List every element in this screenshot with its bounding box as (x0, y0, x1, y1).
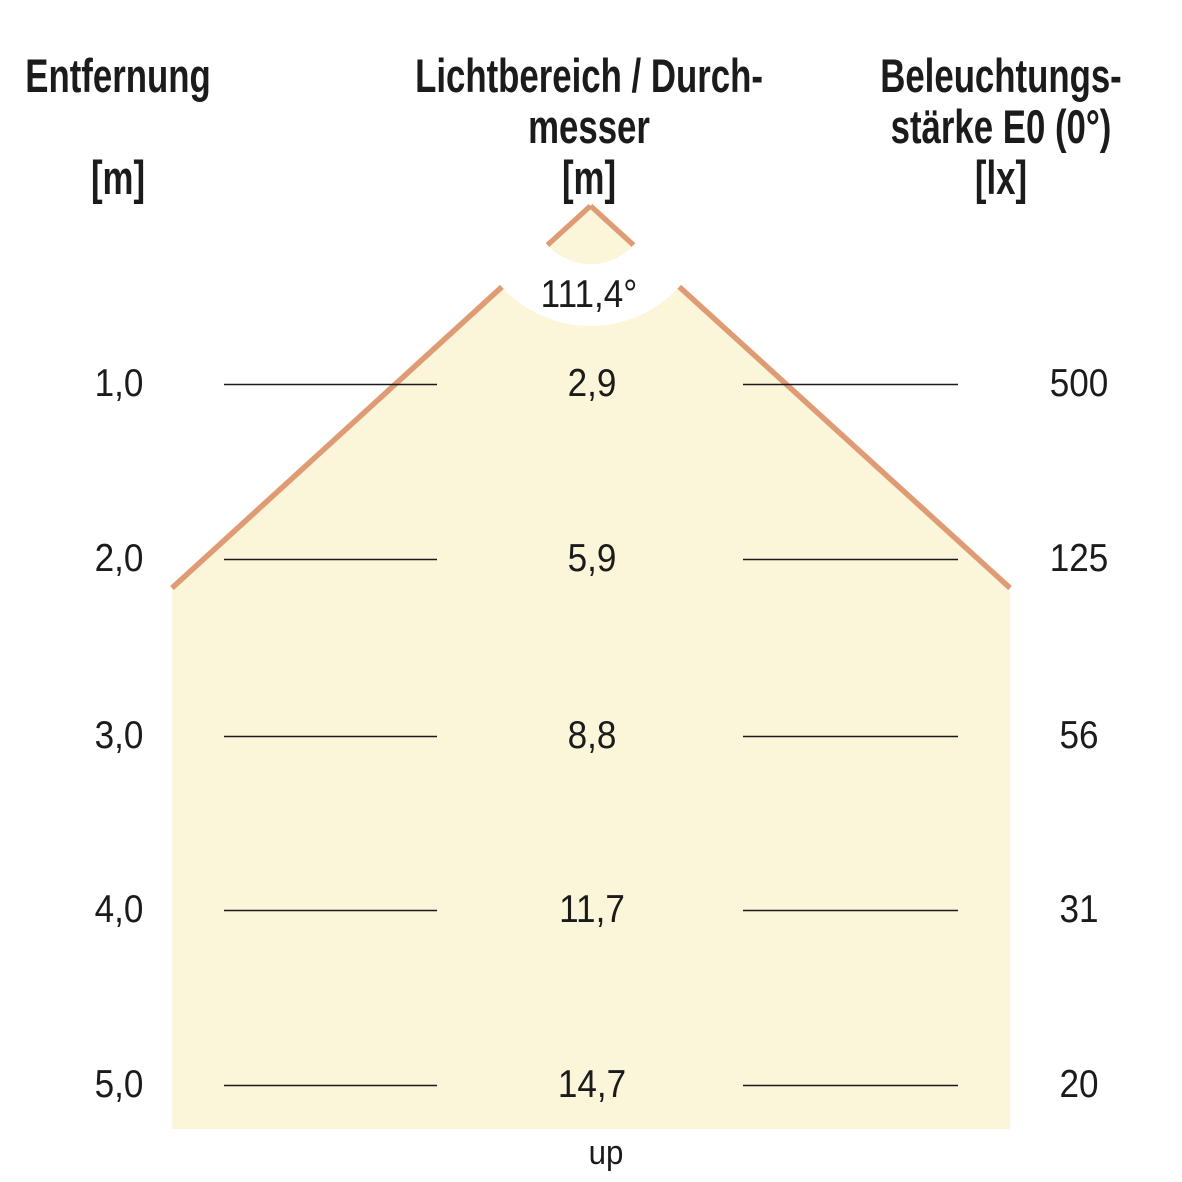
distance-value: 1,0 (94, 362, 144, 405)
illuminance-value: 56 (1059, 714, 1099, 757)
diameter-value: 5,9 (567, 537, 617, 580)
beam-angle-value: 111,4° (540, 273, 638, 316)
header-col-illuminance-line2: stärke E0 (0°) (890, 100, 1112, 153)
header-col-diameter-unit: [m] (561, 151, 617, 204)
diameter-value: 8,8 (567, 714, 617, 757)
header-col-diameter-line1: Lichtbereich / Durch- (415, 49, 763, 102)
illuminance-value: 500 (1049, 362, 1109, 405)
beam-apex-wedge (547, 206, 634, 265)
illuminance-value: 20 (1059, 1063, 1099, 1106)
distance-value: 3,0 (94, 714, 144, 757)
header-col-illuminance-unit: [lx] (974, 151, 1028, 204)
diameter-value: 2,9 (567, 362, 617, 405)
header-col-distance-line1: Entfernung (25, 49, 211, 102)
distance-value: 2,0 (94, 537, 144, 580)
distance-value: 4,0 (94, 888, 144, 931)
header-col-distance-line2 (25, 101, 210, 152)
illuminance-value: 125 (1049, 537, 1109, 580)
apex-wedge-edge-right (588, 204, 636, 247)
angle-label-gap-ring (470, 86, 711, 326)
header-col-illuminance: Beleuchtungs- stärke E0 (0°) [lx] (880, 50, 1122, 203)
header-col-diameter: Lichtbereich / Durch- messer [m] (415, 50, 763, 203)
diameter-value: 11,7 (559, 888, 625, 931)
header-col-illuminance-line1: Beleuchtungs- (880, 49, 1122, 102)
apex-wedge-edge-left (545, 204, 593, 247)
illuminance-value: 31 (1059, 888, 1099, 931)
distance-value: 5,0 (94, 1063, 144, 1106)
beam-cone-fill (172, 206, 1010, 1129)
diameter-value: 14,7 (557, 1063, 627, 1106)
brand-label: up (588, 1134, 624, 1172)
header-col-distance: Entfernung [m] (25, 50, 210, 203)
header-col-diameter-line2: messer (528, 100, 650, 153)
header-col-distance-unit: [m] (90, 151, 146, 204)
